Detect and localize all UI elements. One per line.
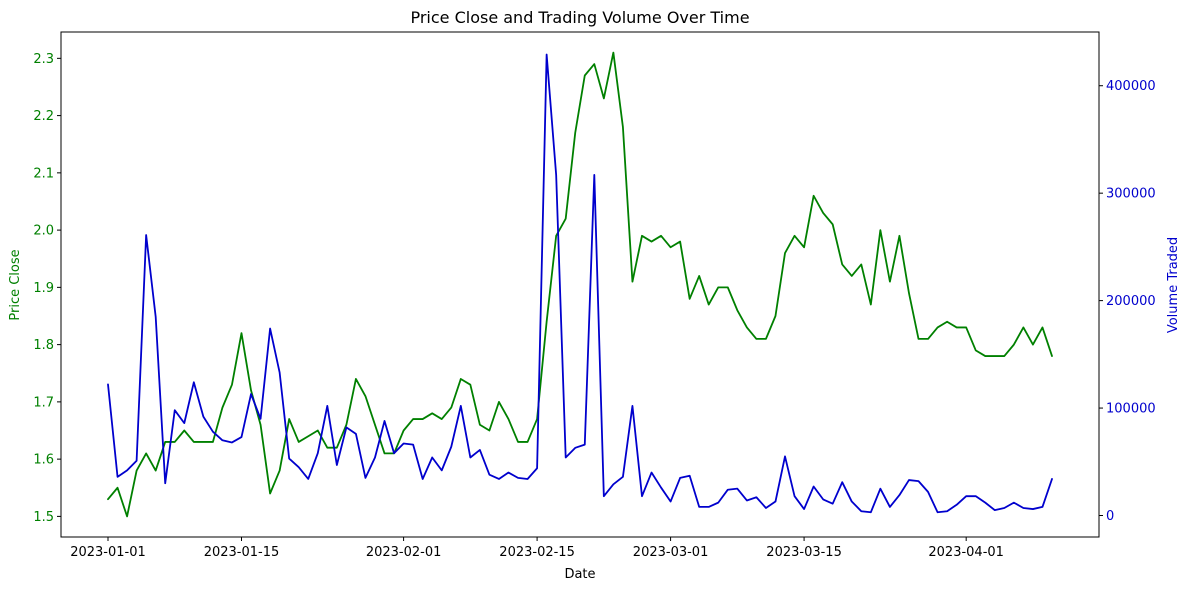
y-left-tick-label: 2.1 (33, 166, 54, 181)
x-tick-label: 2023-01-15 (204, 545, 280, 560)
y-left-tick-label: 1.9 (33, 281, 54, 296)
y-left-tick-label: 1.7 (33, 395, 54, 410)
x-tick-label: 2023-03-01 (633, 545, 709, 560)
y-left-tick-label: 1.8 (33, 338, 54, 353)
y-left-tick-label: 1.6 (33, 453, 54, 468)
y-left-tick-label: 2.0 (33, 224, 54, 239)
x-tick-label: 2023-04-01 (928, 545, 1004, 560)
y-right-tick-label: 300000 (1106, 187, 1156, 202)
price-close-line (107, 51, 1053, 518)
y-axis-left-label: Price Close (8, 249, 23, 320)
y-right-tick-label: 0 (1106, 509, 1114, 524)
y-left-tick-label: 2.2 (33, 109, 54, 124)
y-left-tick-label: 2.3 (33, 52, 54, 67)
y-right-tick-label: 100000 (1106, 402, 1156, 417)
x-tick-label: 2023-01-01 (70, 545, 146, 560)
x-tick-label: 2023-02-15 (499, 545, 575, 560)
x-tick-label: 2023-03-15 (766, 545, 842, 560)
x-axis-label: Date (564, 567, 595, 582)
y-left-tick-label: 1.5 (33, 510, 54, 525)
x-tick-label: 2023-02-01 (366, 545, 442, 560)
volume-traded-line (107, 53, 1053, 514)
y-axis-right-label: Volume Traded (1166, 237, 1181, 333)
chart-title: Price Close and Trading Volume Over Time (410, 8, 749, 27)
plot-frame (60, 31, 1100, 538)
x-axis: 2023-01-01 2023-01-15 2023-02-01 2023-02-15… (70, 537, 1004, 560)
y-axis-right: 0 100000 200000 300000 400000 (1099, 79, 1156, 524)
y-axis-left: 1.5 1.6 1.7 1.8 1.9 2.0 2.1 2.2 2.3 (33, 52, 61, 525)
series-layer (107, 51, 1053, 518)
y-right-tick-label: 400000 (1106, 79, 1156, 94)
y-right-tick-label: 200000 (1106, 294, 1156, 309)
